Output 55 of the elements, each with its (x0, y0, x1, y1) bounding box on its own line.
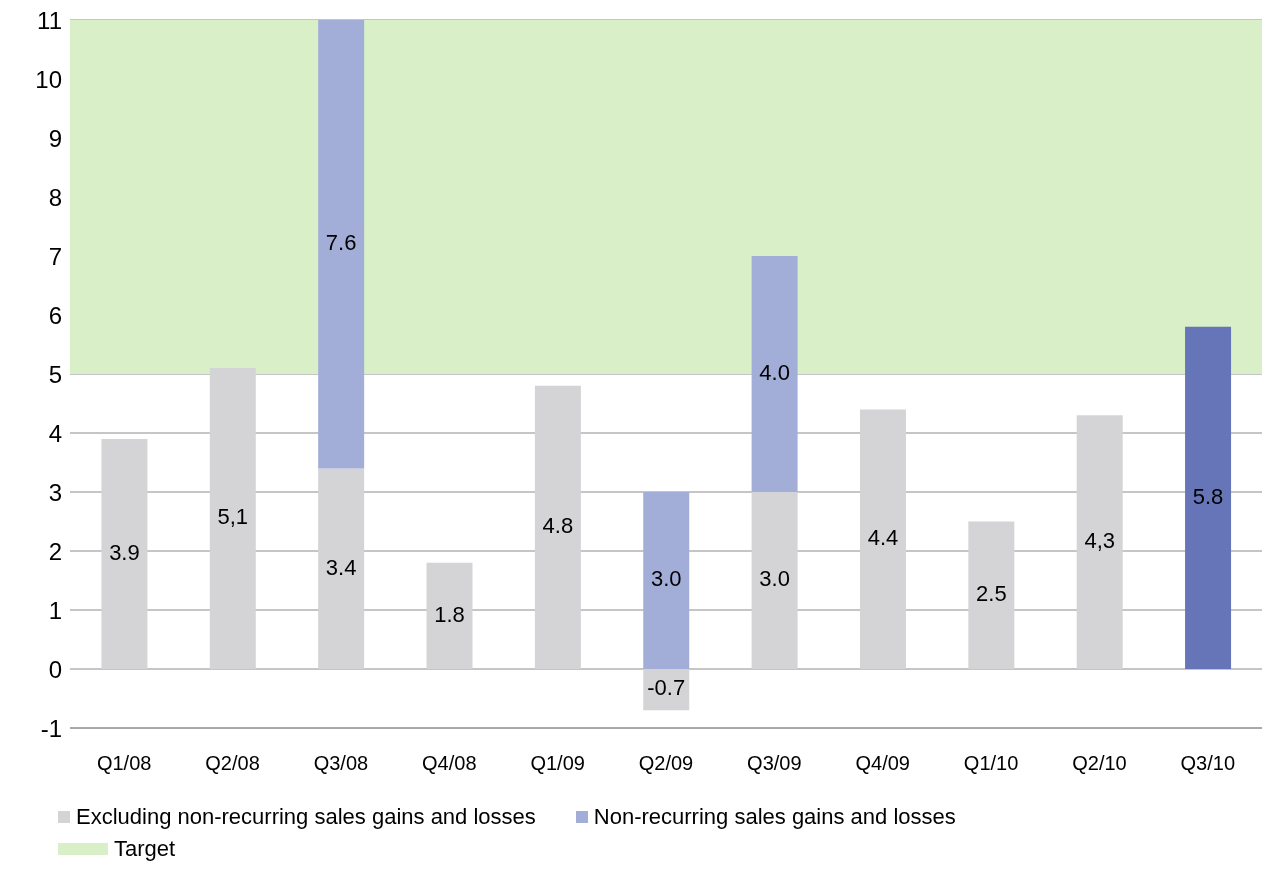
data-label: 5,1 (217, 504, 249, 530)
legend-label: Non-recurring sales gains and losses (593, 804, 956, 830)
bar (643, 492, 690, 669)
data-label: 4.4 (867, 525, 899, 551)
legend-label: Target (114, 836, 176, 862)
data-label: -0.7 (647, 675, 686, 701)
y-tick-label: 6 (48, 301, 62, 329)
y-tick-label: 9 (48, 124, 62, 152)
data-label: 3.4 (325, 554, 357, 580)
x-tick-label: Q1/08 (96, 752, 152, 775)
bar (968, 521, 1015, 669)
bar (318, 468, 365, 669)
y-tick-label: 4 (48, 419, 62, 447)
bar (1185, 326, 1232, 669)
y-tick-label: 0 (48, 655, 62, 683)
data-label: 3.0 (650, 566, 682, 592)
y-tick-label: 10 (35, 65, 62, 93)
bar (426, 562, 473, 669)
data-label: 2.5 (976, 581, 1007, 607)
y-tick-label: 7 (48, 242, 62, 270)
y-tick-label: 8 (48, 183, 62, 211)
data-label: 3.9 (109, 539, 140, 565)
y-tick-label: 3 (48, 478, 62, 506)
data-label: 3.0 (759, 566, 790, 592)
x-tick-label: Q3/09 (747, 752, 802, 775)
bar (751, 492, 798, 669)
y-tick-label: 11 (37, 6, 62, 34)
legend-label: Excluding non-recurring sales gains and losses (76, 804, 536, 830)
x-tick-label: Q2/08 (205, 752, 260, 775)
bar (101, 438, 148, 669)
data-label: 1.8 (434, 601, 465, 627)
y-tick-label: 2 (48, 537, 62, 565)
bar (751, 256, 798, 492)
data-label: 5.8 (1192, 483, 1224, 509)
y-tick-label: 1 (48, 596, 62, 624)
data-label: 4,3 (1084, 527, 1115, 553)
x-tick-label: Q1/10 (963, 752, 1019, 775)
x-tick-label: Q4/08 (422, 752, 477, 775)
x-tick-label: Q2/09 (638, 752, 694, 775)
bar (209, 368, 256, 669)
data-label: 7.6 (325, 230, 357, 256)
data-label: 4.8 (542, 513, 574, 539)
x-tick-label: Q3/10 (1180, 752, 1236, 775)
bar (534, 385, 581, 669)
x-tick-label: Q4/09 (855, 752, 910, 775)
data-label: 4.0 (759, 359, 790, 385)
bar (1076, 415, 1123, 669)
bar (643, 669, 690, 711)
y-tick-label: 5 (48, 360, 62, 388)
x-tick-label: Q3/08 (313, 752, 369, 775)
bar (318, 20, 365, 469)
bar (859, 409, 906, 669)
x-tick-label: Q2/10 (1072, 752, 1127, 775)
y-tick-label: -1 (40, 714, 62, 742)
x-tick-label: Q1/09 (530, 752, 585, 775)
